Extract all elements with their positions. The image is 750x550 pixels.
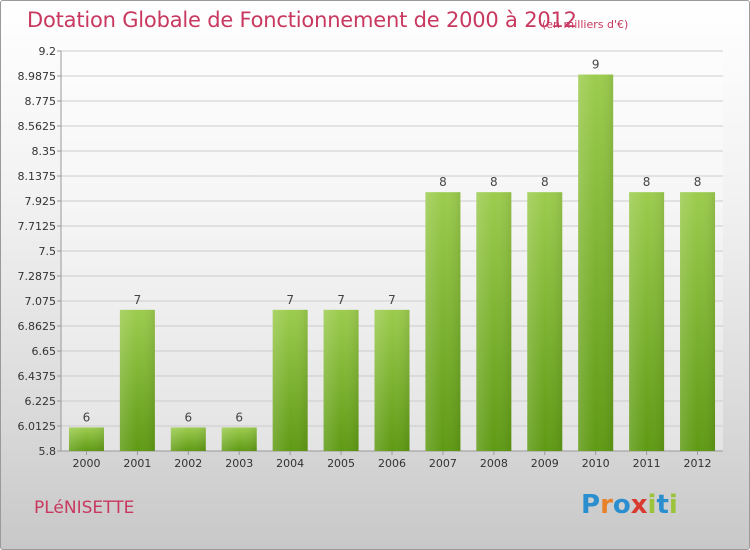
- data-label: 8: [694, 175, 702, 189]
- bar-shine: [119, 309, 155, 451]
- x-tick-label: 2009: [531, 457, 559, 470]
- bar-shine: [680, 192, 716, 452]
- y-tick-label: 5.8: [39, 445, 57, 458]
- bar-shine: [323, 309, 359, 451]
- logo-letter: x: [630, 490, 648, 520]
- y-tick-label: 6.65: [32, 345, 57, 358]
- data-label: 7: [388, 293, 396, 307]
- x-tick-label: 2001: [123, 457, 151, 470]
- data-label: 6: [235, 410, 243, 424]
- bar-shine: [476, 192, 512, 452]
- x-tick-label: 2006: [378, 457, 406, 470]
- bar-shine: [170, 427, 206, 451]
- y-tick-label: 6.4375: [18, 370, 57, 383]
- x-tick-label: 2007: [429, 457, 457, 470]
- data-label: 7: [337, 293, 345, 307]
- y-tick-label: 7.075: [25, 295, 57, 308]
- data-label: 7: [134, 293, 142, 307]
- x-tick-label: 2012: [684, 457, 712, 470]
- logo-letter: r: [600, 490, 613, 520]
- data-label: 8: [490, 175, 498, 189]
- y-tick-label: 7.5: [39, 245, 57, 258]
- data-label: 6: [83, 410, 91, 424]
- logo-letter: i: [668, 490, 678, 520]
- chart-subtitle: (en milliers d'€): [542, 18, 629, 31]
- bar-shine: [272, 309, 308, 451]
- x-tick-label: 2003: [225, 457, 253, 470]
- y-tick-label: 6.0125: [18, 420, 57, 433]
- bar-shine: [374, 309, 410, 451]
- x-tick-label: 2011: [633, 457, 661, 470]
- proxiti-logo: Proxiti: [581, 490, 678, 520]
- logo-letter: i: [647, 490, 657, 520]
- data-label: 6: [184, 410, 192, 424]
- y-tick-label: 8.5625: [18, 120, 57, 133]
- data-label: 8: [643, 175, 651, 189]
- y-tick-label: 9.2: [39, 45, 57, 58]
- logo-letter: o: [612, 490, 631, 520]
- data-label: 9: [592, 58, 600, 72]
- bar-shine: [221, 427, 257, 451]
- x-tick-label: 2008: [480, 457, 508, 470]
- logo-letter: t: [656, 490, 669, 520]
- y-tick-label: 8.35: [32, 145, 57, 158]
- data-label: 7: [286, 293, 294, 307]
- place-name: PLéNISETTE: [34, 498, 135, 518]
- logo-letter: P: [581, 490, 601, 520]
- x-tick-label: 2010: [582, 457, 610, 470]
- y-tick-label: 6.8625: [18, 320, 57, 333]
- bar-shine: [527, 192, 563, 452]
- y-tick-label: 6.225: [25, 395, 57, 408]
- y-tick-label: 8.9875: [18, 70, 57, 83]
- bar-shine: [68, 427, 104, 451]
- bar-shine: [629, 192, 665, 452]
- data-label: 8: [439, 175, 447, 189]
- chart-title: Dotation Globale de Fonctionnement de 20…: [27, 8, 577, 32]
- x-tick-label: 2004: [276, 457, 304, 470]
- bar-shine: [578, 74, 614, 451]
- y-tick-label: 7.7125: [18, 220, 57, 233]
- x-tick-label: 2005: [327, 457, 355, 470]
- y-tick-label: 8.1375: [18, 170, 57, 183]
- x-tick-label: 2002: [174, 457, 202, 470]
- y-tick-label: 8.775: [25, 95, 57, 108]
- bar-shine: [425, 192, 461, 452]
- y-tick-label: 7.925: [25, 195, 57, 208]
- y-tick-label: 7.2875: [18, 270, 57, 283]
- x-tick-label: 2000: [72, 457, 100, 470]
- data-label: 8: [541, 175, 549, 189]
